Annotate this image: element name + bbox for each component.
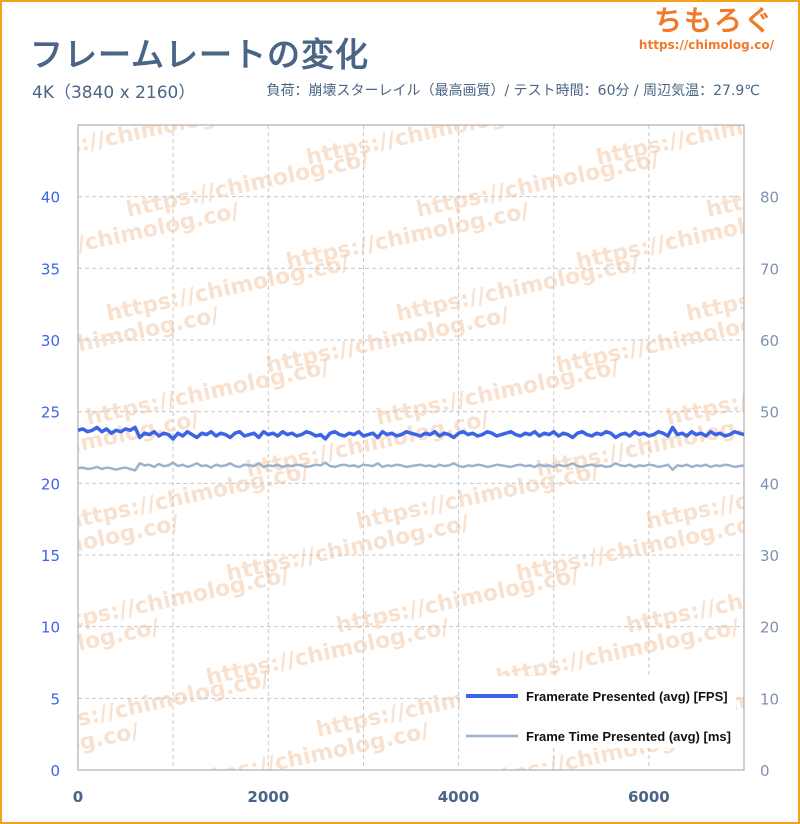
plot-border (77, 124, 745, 771)
watermark-text: https://chimolog.co/ (4, 771, 252, 824)
y-left-tick-label: 25 (41, 404, 60, 422)
brand-url: https://chimolog.co/ (638, 38, 774, 52)
y-right-tick-label: 0 (760, 762, 770, 780)
brand-logo: ちもろぐ https://chimolog.co/ (639, 4, 774, 52)
y-right-tick-label: 20 (760, 619, 779, 637)
y-left-tick-label: 0 (50, 762, 60, 780)
legend-label: Framerate Presented (avg) [FPS] (526, 689, 728, 704)
y-right-tick-label: 10 (760, 690, 779, 708)
y-left-tick-label: 5 (50, 690, 60, 708)
brand-name: ちもろぐ (653, 4, 774, 37)
x-tick-label: 4000 (438, 788, 480, 806)
y-right-tick-label: 40 (760, 475, 779, 493)
y-left-tick-label: 10 (41, 619, 60, 637)
x-tick-label: 0 (73, 788, 83, 806)
y-right-tick-label: 30 (760, 547, 779, 565)
page-title: フレームレートの変化 (30, 35, 370, 74)
y-left-tick-label: 40 (41, 189, 60, 207)
y-right-tick-label: 70 (760, 260, 779, 278)
y-left-tick-label: 35 (41, 260, 60, 278)
watermark-text: https://chimolog.co/ (294, 771, 542, 824)
y-left-tick-label: 20 (41, 475, 60, 493)
series-line-frametime (77, 461, 745, 472)
y-left-tick-label: 30 (41, 332, 60, 350)
resolution-label: 4K（3840 x 2160） (32, 83, 196, 103)
x-tick-label: 2000 (247, 788, 289, 806)
y-right-tick-label: 80 (760, 189, 779, 207)
y-right-tick-label: 60 (760, 332, 779, 350)
test-conditions-label: 負荷：崩壊スターレイル（最高画質）/ テスト時間：60分 / 周辺気温：27.9… (266, 83, 761, 99)
y-left-tick-label: 15 (41, 547, 60, 565)
x-tick-label: 6000 (628, 788, 670, 806)
series-line-framerate (77, 425, 745, 441)
legend-label: Frame Time Presented (avg) [ms] (526, 729, 731, 744)
y-right-tick-label: 50 (760, 404, 779, 422)
plot-area (78, 125, 744, 770)
